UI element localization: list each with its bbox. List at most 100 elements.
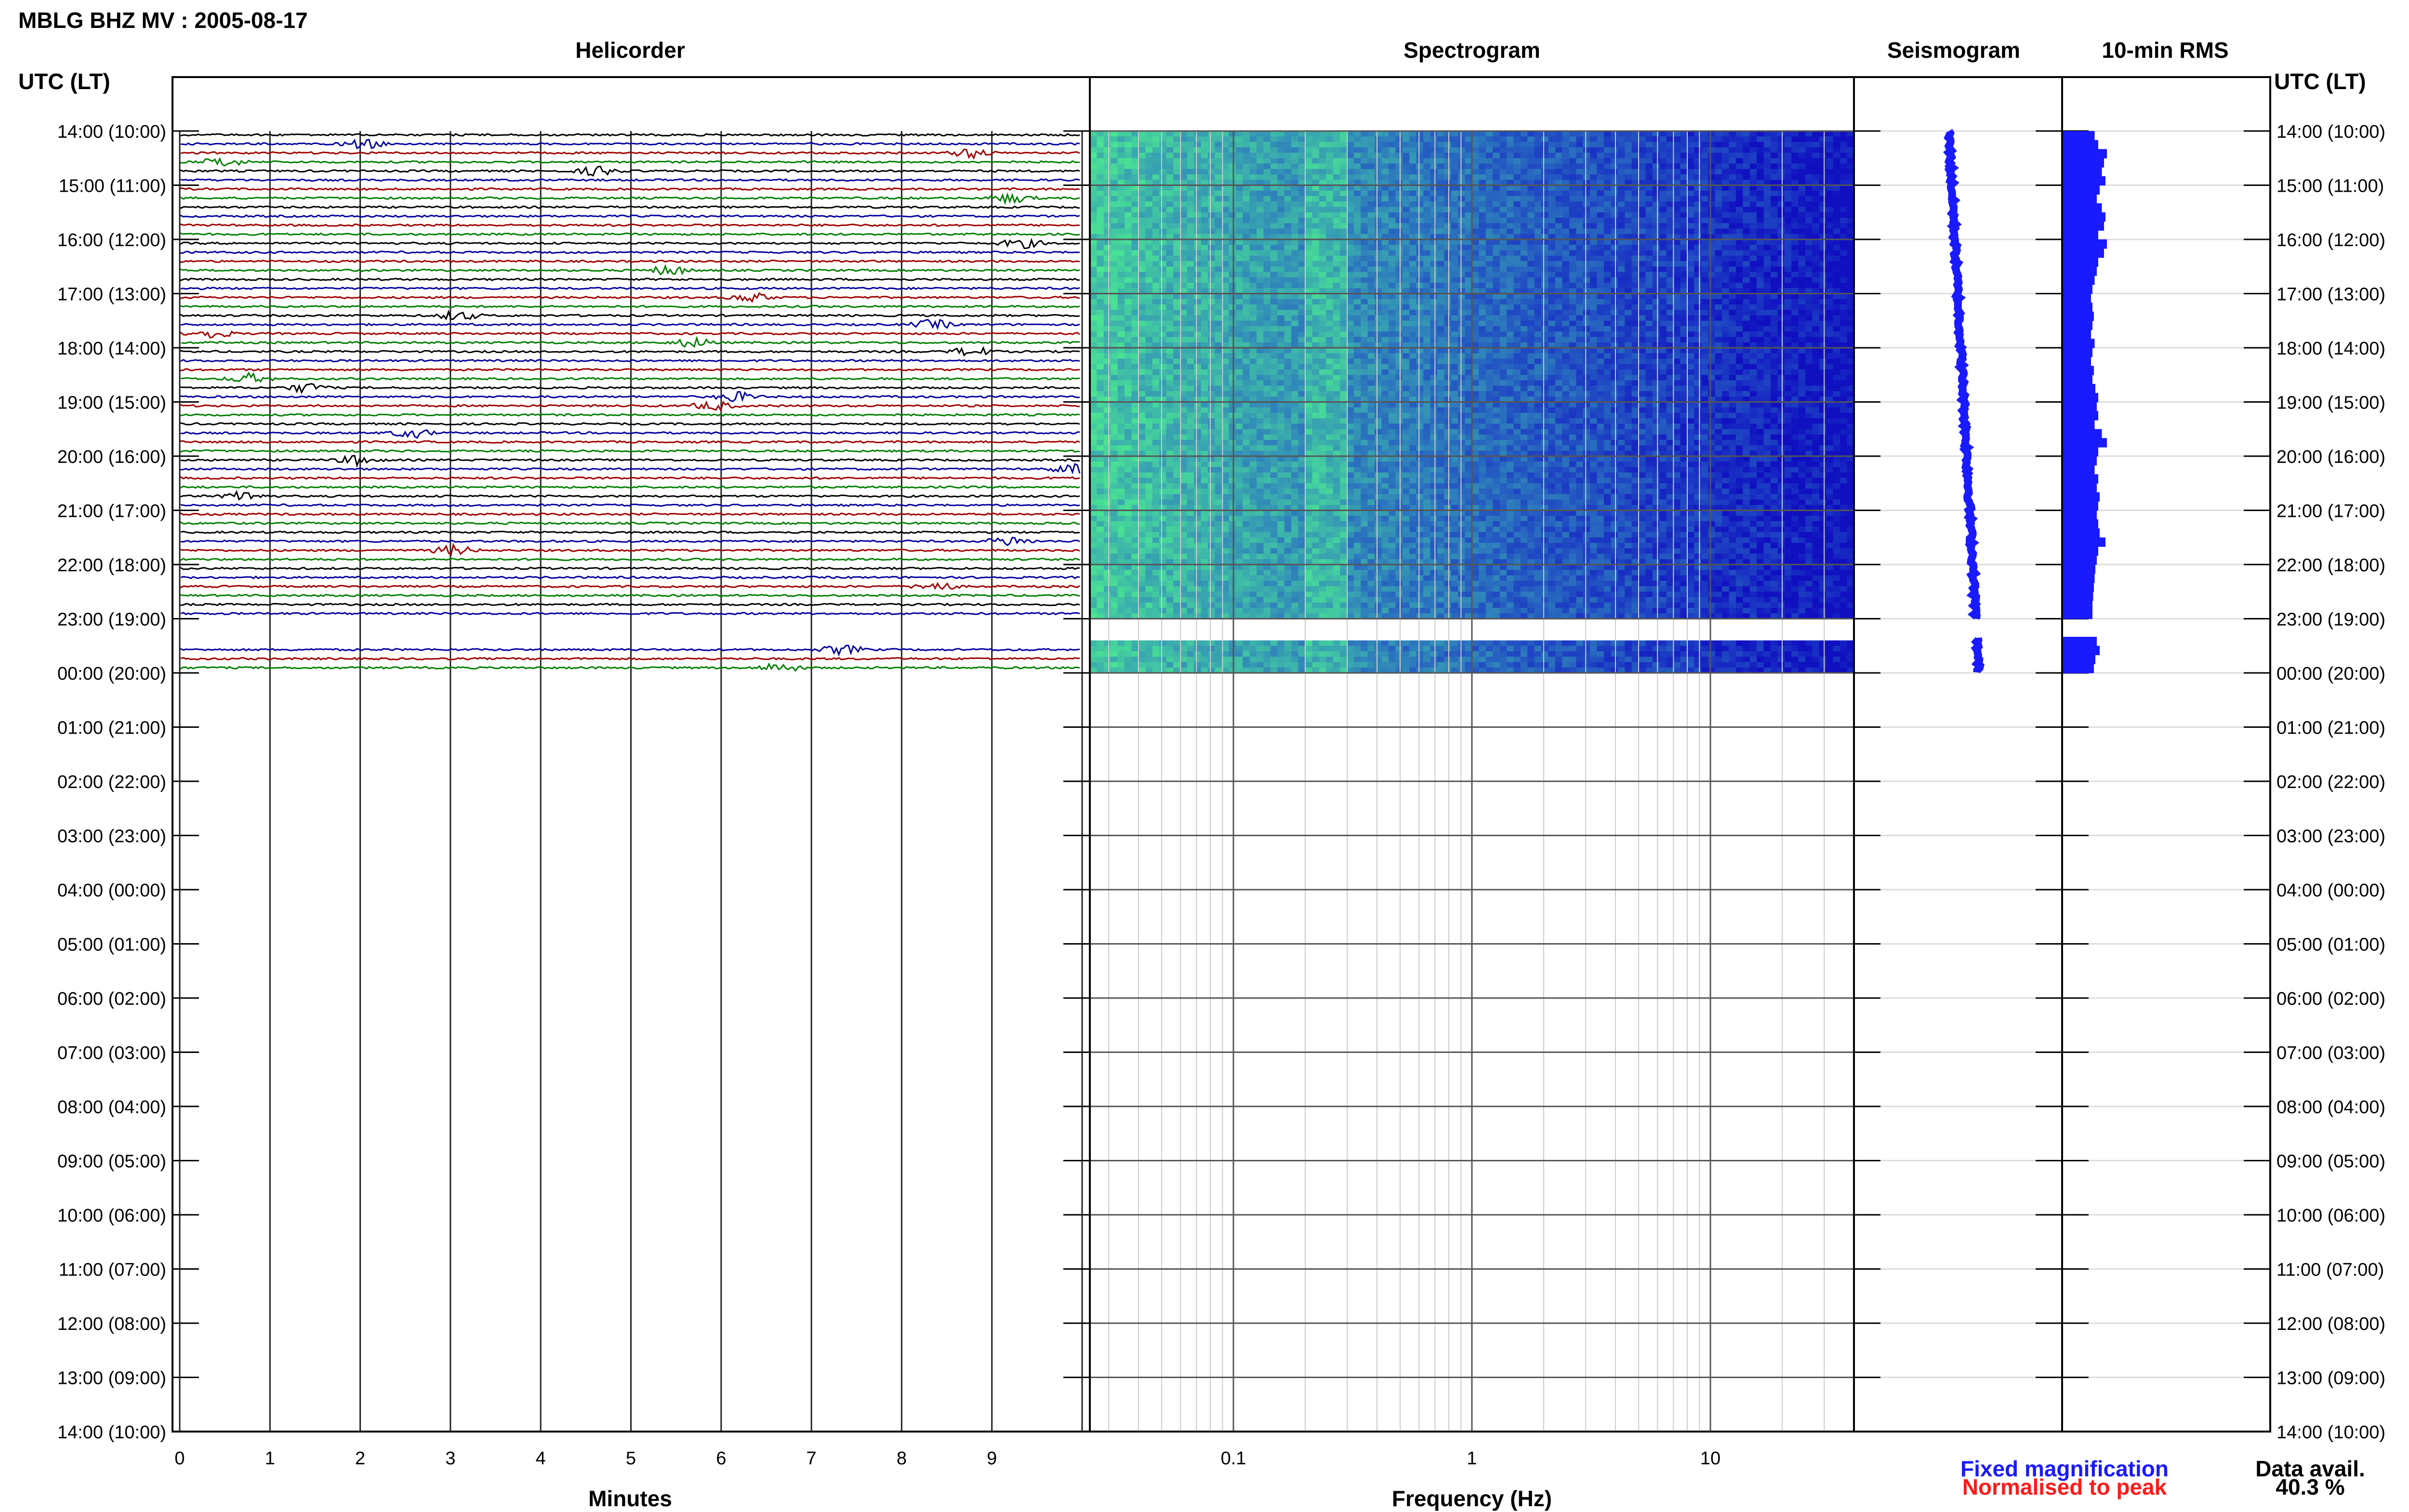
spectrogram-cell (1138, 131, 1146, 137)
spectrogram-cell (1680, 331, 1688, 338)
spectrogram-cell (1298, 218, 1306, 224)
spectrogram-cell (1416, 180, 1424, 186)
spectrogram-cell (1208, 358, 1216, 365)
spectrogram-cell (1507, 234, 1514, 240)
spectrogram-cell (1639, 158, 1646, 164)
spectrogram-cell (1771, 315, 1778, 321)
spectrogram-cell (1479, 261, 1486, 267)
spectrogram-cell (1784, 342, 1792, 348)
spectrogram-cell (1319, 283, 1326, 289)
spectrogram-cell (1541, 234, 1549, 240)
spectrogram-cell (1590, 358, 1598, 365)
spectrogram-cell (1409, 255, 1417, 262)
spectrogram-cell (1784, 234, 1792, 240)
spectrogram-cell (1263, 331, 1271, 338)
spectrogram-cell (1673, 239, 1681, 245)
spectrogram-cell (1131, 277, 1139, 283)
spectrogram-cell (1791, 223, 1799, 229)
spectrogram-cell (1666, 288, 1674, 294)
spectrogram-cell (1319, 266, 1326, 273)
spectrogram-cell (1735, 277, 1743, 283)
spectrogram-cell (1187, 180, 1194, 186)
spectrogram-cell (1430, 169, 1438, 175)
spectrogram-cell (1694, 136, 1702, 143)
spectrogram-cell (1090, 283, 1097, 289)
spectrogram-cell (1771, 201, 1778, 208)
spectrogram-cell (1569, 163, 1576, 170)
spectrogram-cell (1159, 250, 1167, 256)
spectrogram-cell (1749, 299, 1757, 305)
spectrogram-cell (1743, 250, 1750, 256)
spectrogram-cell (1243, 353, 1250, 359)
spectrogram-cell (1243, 250, 1250, 256)
spectrogram-cell (1416, 304, 1424, 310)
spectrogram-cell (1437, 136, 1444, 143)
spectrogram-cell (1715, 207, 1722, 213)
spectrogram-cell (1138, 255, 1146, 262)
spectrogram-cell (1639, 136, 1646, 143)
spectrogram-cell (1159, 342, 1167, 348)
spectrogram-cell (1687, 234, 1694, 240)
spectrogram-cell (1763, 180, 1771, 186)
spectrogram-cell (1562, 250, 1570, 256)
spectrogram-cell (1138, 320, 1146, 327)
spectrogram-cell (1458, 223, 1466, 229)
spectrogram-cell (1166, 147, 1174, 153)
spectrogram-cell (1541, 239, 1549, 245)
spectrogram-cell (1603, 358, 1611, 365)
spectrogram-cell (1326, 304, 1334, 310)
spectrogram-cell (1229, 234, 1236, 240)
spectrogram-cell (1520, 163, 1528, 170)
spectrogram-cell (1583, 342, 1590, 348)
spectrogram-cell (1603, 245, 1611, 251)
spectrogram-cell (1111, 218, 1118, 224)
spectrogram-cell (1187, 212, 1194, 218)
spectrogram-cell (1548, 147, 1556, 153)
spectrogram-cell (1159, 293, 1167, 300)
spectrogram-cell (1493, 304, 1500, 310)
spectrogram-cell (1444, 136, 1452, 143)
spectrogram-cell (1576, 239, 1584, 245)
spectrogram-cell (1666, 174, 1674, 180)
spectrogram-cell (1395, 299, 1403, 305)
spectrogram-cell (1485, 158, 1493, 164)
spectrogram-cell (1270, 337, 1278, 343)
spectrogram-cell (1513, 320, 1521, 327)
spectrogram-cell (1284, 212, 1292, 218)
spectrogram-cell (1819, 185, 1827, 191)
spectrogram-cell (1111, 180, 1118, 186)
spectrogram-cell (1722, 136, 1730, 143)
spectrogram-cell (1735, 147, 1743, 153)
spectrogram-cell (1298, 136, 1306, 143)
spectrogram-cell (1791, 174, 1799, 180)
spectrogram-cell (1735, 174, 1743, 180)
spectrogram-cell (1437, 299, 1444, 305)
spectrogram-cell (1513, 185, 1521, 191)
spectrogram-cell (1639, 288, 1646, 294)
spectrogram-cell (1791, 147, 1799, 153)
spectrogram-cell (1576, 234, 1584, 240)
spectrogram-cell (1826, 358, 1834, 365)
spectrogram-cell (1694, 245, 1702, 251)
spectrogram-cell (1534, 250, 1542, 256)
spectrogram-cell (1353, 304, 1361, 310)
spectrogram-cell (1805, 228, 1813, 235)
spectrogram-cell (1180, 169, 1188, 175)
spectrogram-cell (1520, 239, 1528, 245)
spectrogram-cell (1479, 266, 1486, 273)
spectrogram-cell (1493, 261, 1500, 267)
spectrogram-cell (1743, 277, 1750, 283)
spectrogram-cell (1611, 353, 1618, 359)
spectrogram-cell (1326, 158, 1334, 164)
spectrogram-cell (1631, 337, 1639, 343)
spectrogram-cell (1701, 326, 1708, 332)
spectrogram-cell (1451, 369, 1458, 375)
spectrogram-cell (1159, 277, 1167, 283)
spectrogram-cell (1819, 358, 1827, 365)
spectrogram-cell (1617, 250, 1625, 256)
spectrogram-cell (1090, 358, 1097, 365)
spectrogram-cell (1465, 158, 1472, 164)
spectrogram-cell (1805, 272, 1813, 278)
spectrogram-cell (1743, 353, 1750, 359)
spectrogram-cell (1235, 239, 1243, 245)
